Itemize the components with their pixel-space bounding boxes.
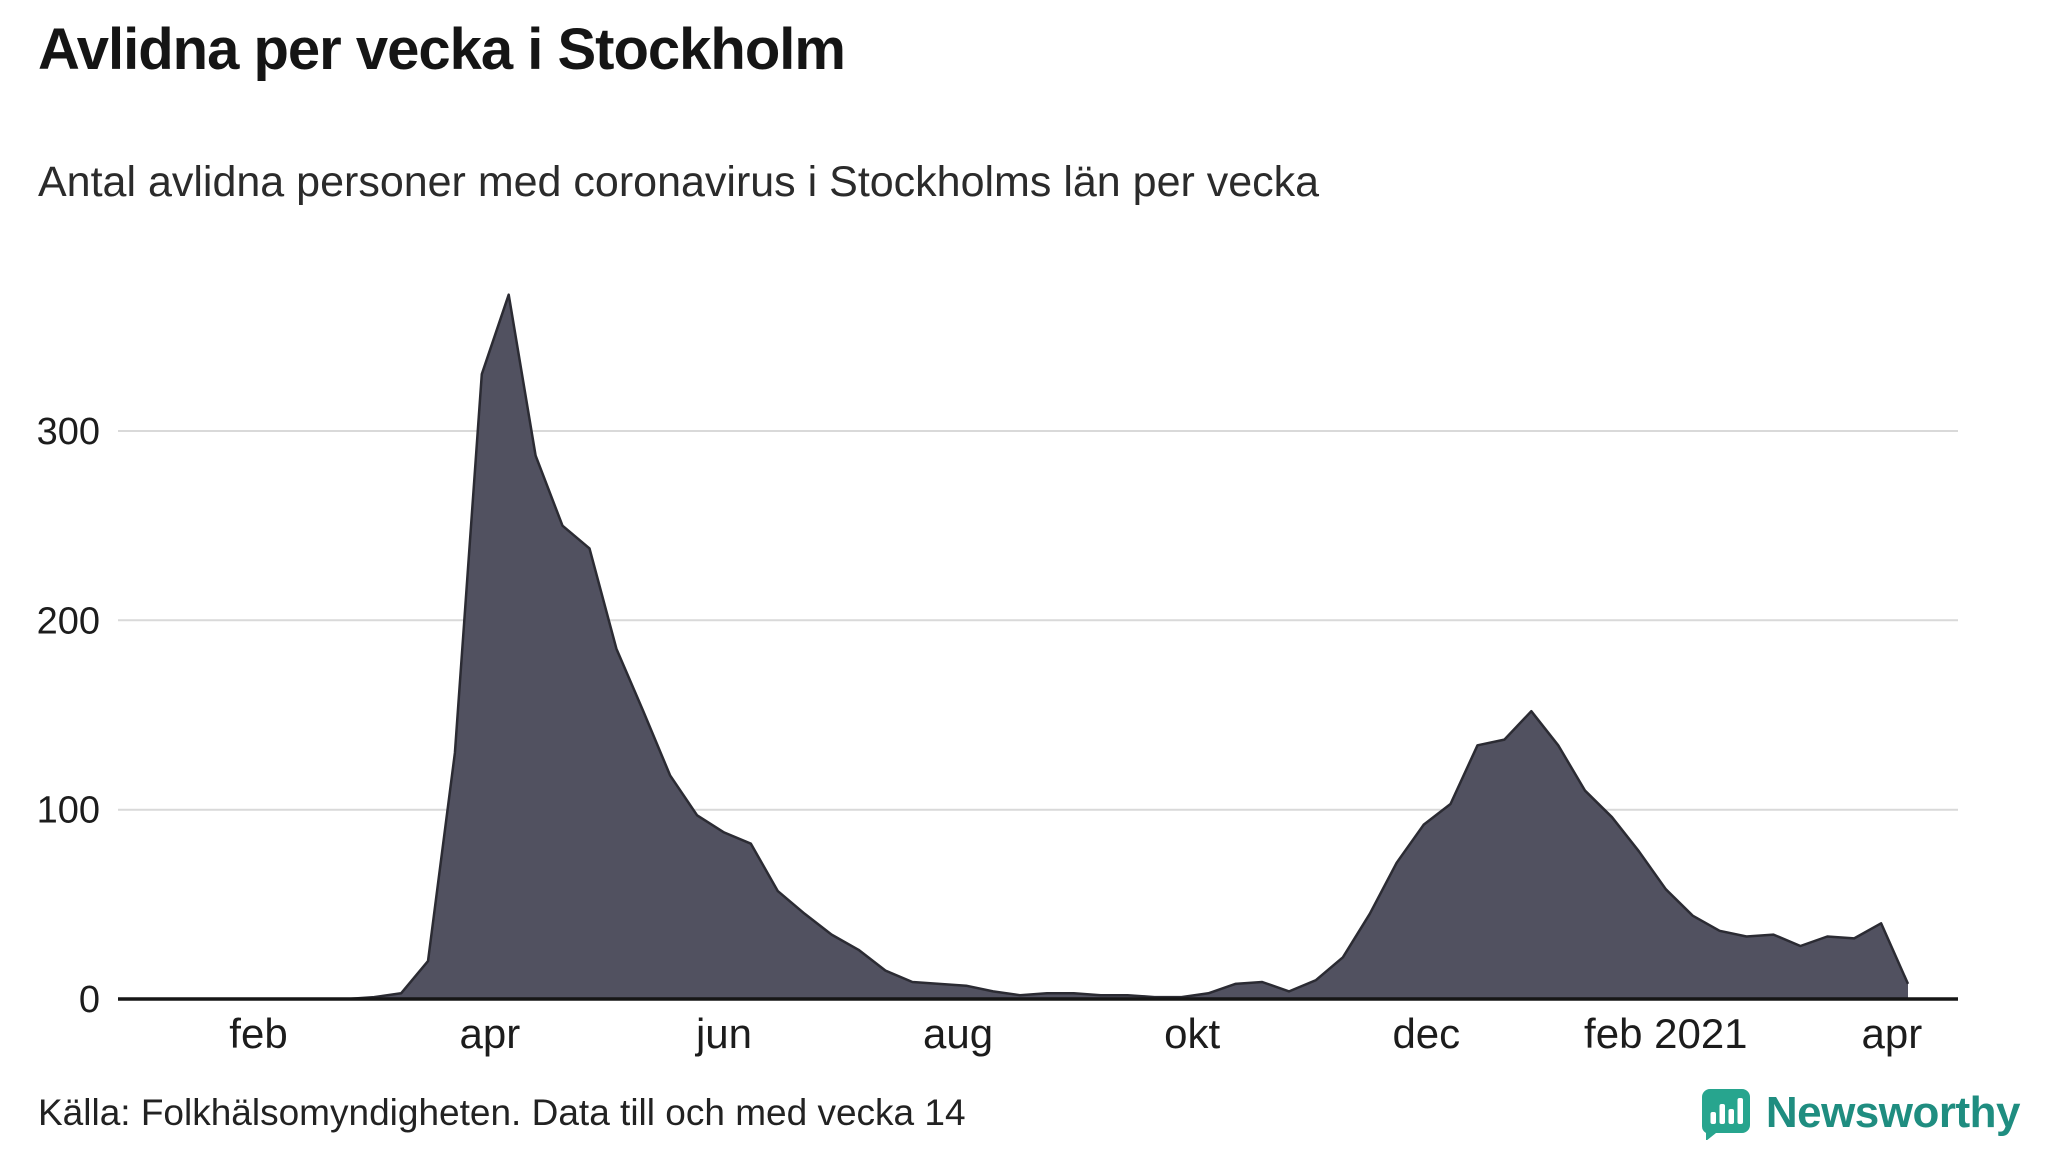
svg-text:feb: feb (229, 1010, 287, 1057)
svg-text:apr: apr (1862, 1010, 1923, 1057)
svg-text:aug: aug (923, 1010, 993, 1057)
newsworthy-logo[interactable]: Newsworthy (1698, 1086, 2021, 1140)
chart-subtitle: Antal avlidna personer med coronavirus i… (38, 158, 1320, 206)
newsworthy-logo-text: Newsworthy (1765, 1088, 2021, 1137)
chart-footer: Källa: Folkhälsomyndigheten. Data till o… (0, 1086, 2048, 1140)
svg-text:okt: okt (1164, 1010, 1220, 1057)
chart-title: Avlidna per vecka i Stockholm (38, 17, 846, 82)
bar-chart-speech-bubble-icon (1701, 1089, 1750, 1140)
svg-text:300: 300 (37, 411, 100, 453)
svg-text:0: 0 (79, 979, 100, 1021)
svg-text:dec: dec (1392, 1010, 1460, 1057)
source-note: Källa: Folkhälsomyndigheten. Data till o… (38, 1092, 966, 1133)
weekly-deaths-area-chart: 0 100 200 300 feb apr jun aug okt dec feb 2021 apr (37, 293, 1958, 1057)
svg-text:apr: apr (460, 1010, 521, 1057)
svg-text:jun: jun (694, 1010, 752, 1057)
svg-text:200: 200 (37, 600, 100, 642)
svg-text:100: 100 (37, 790, 100, 832)
svg-text:feb 2021: feb 2021 (1584, 1010, 1748, 1057)
